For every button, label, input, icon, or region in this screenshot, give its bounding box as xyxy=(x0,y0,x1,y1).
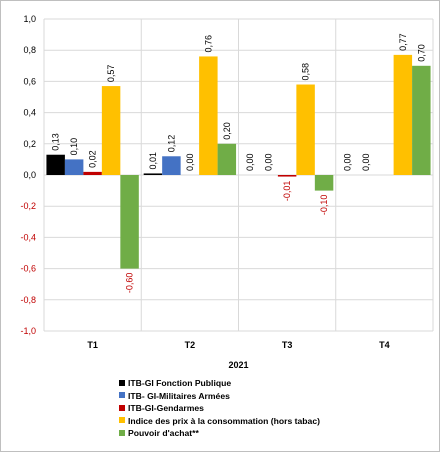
legend-label: ITB- GI-Militaires Armées xyxy=(128,390,230,401)
bar xyxy=(217,143,237,175)
data-label: 0,76 xyxy=(203,35,213,53)
bar xyxy=(162,156,181,175)
data-label: -0,60 xyxy=(125,273,135,294)
legend-entry: ITB- GI-Militaires Armées xyxy=(119,390,437,403)
legend-swatch xyxy=(119,404,125,411)
legend-swatch xyxy=(119,429,125,436)
category-label: T3 xyxy=(282,340,293,350)
legend-swatch xyxy=(119,379,125,386)
y-tick-label: 1,0 xyxy=(23,14,36,24)
data-label: 0,00 xyxy=(361,153,371,171)
bar xyxy=(120,175,139,269)
data-label: 0,00 xyxy=(245,153,255,171)
y-tick-label: 0,6 xyxy=(23,76,36,86)
category-label: T1 xyxy=(87,340,98,350)
legend-entry: ITB-GI-Gendarmes xyxy=(119,402,437,415)
bar xyxy=(199,56,218,175)
legend-swatch xyxy=(119,417,125,424)
data-label: 0,10 xyxy=(69,138,79,156)
legend-label: ITB-GI Fonction Publique xyxy=(128,378,232,388)
bar xyxy=(46,154,65,175)
bar xyxy=(393,54,413,175)
y-tick-label: -0,2 xyxy=(20,201,36,211)
data-label: 0,01 xyxy=(148,152,158,170)
category-label: T4 xyxy=(379,340,390,350)
bar xyxy=(101,86,121,175)
y-tick-label: -0,4 xyxy=(20,232,36,242)
y-tick-label: -1,0 xyxy=(20,326,36,336)
legend-swatch xyxy=(119,392,125,399)
y-tick-label: 0,8 xyxy=(23,45,36,55)
data-label: 0,00 xyxy=(342,153,352,171)
y-tick-label: 0,0 xyxy=(23,170,36,180)
legend-label: Pouvoir d'achat** xyxy=(128,428,199,438)
legend-label: Indice des prix à la consommation (hors … xyxy=(128,415,320,426)
y-tick-label: 0,4 xyxy=(23,108,36,118)
legend-entry: Indice des prix à la consommation (hors … xyxy=(119,415,437,428)
category-label: T2 xyxy=(185,340,196,350)
bar xyxy=(143,173,163,175)
data-label: 0,57 xyxy=(106,65,116,83)
y-tick-label: -0,8 xyxy=(20,295,36,305)
bar-chart: 1,0 0,8 0,6 0,4 0,2 0,0 -0,2 -0,4 -0,6 -0,8 -1,0 0,… xyxy=(20,14,434,370)
data-label: -0,01 xyxy=(282,181,292,202)
data-label: 0,70 xyxy=(416,44,426,62)
bar xyxy=(314,175,334,191)
data-label: 0,58 xyxy=(301,63,311,81)
data-label: 0,00 xyxy=(264,153,274,171)
y-tick-label: -0,6 xyxy=(20,264,36,274)
bar xyxy=(296,84,315,175)
bar xyxy=(412,65,431,175)
data-label: 0,20 xyxy=(222,122,232,140)
legend-label: ITB-GI-Gendarmes xyxy=(128,403,204,413)
data-label: 0,00 xyxy=(185,153,195,171)
data-label: 0,13 xyxy=(51,133,61,151)
y-tick-label: 0,2 xyxy=(23,139,36,149)
data-label: 0,77 xyxy=(398,33,408,51)
legend-entry: Pouvoir d'achat** xyxy=(119,427,437,440)
chart-legend: ITB-GI Fonction Publique ITB- GI-Militair… xyxy=(119,377,437,440)
bar xyxy=(64,159,84,175)
data-label: 0,12 xyxy=(166,135,176,153)
bar xyxy=(83,171,102,175)
data-label: -0,10 xyxy=(319,195,329,216)
x-axis-title: 2021 xyxy=(228,360,248,370)
legend-entry: ITB-GI Fonction Publique xyxy=(119,377,437,390)
bar xyxy=(277,175,297,177)
data-label: 0,02 xyxy=(88,150,98,168)
